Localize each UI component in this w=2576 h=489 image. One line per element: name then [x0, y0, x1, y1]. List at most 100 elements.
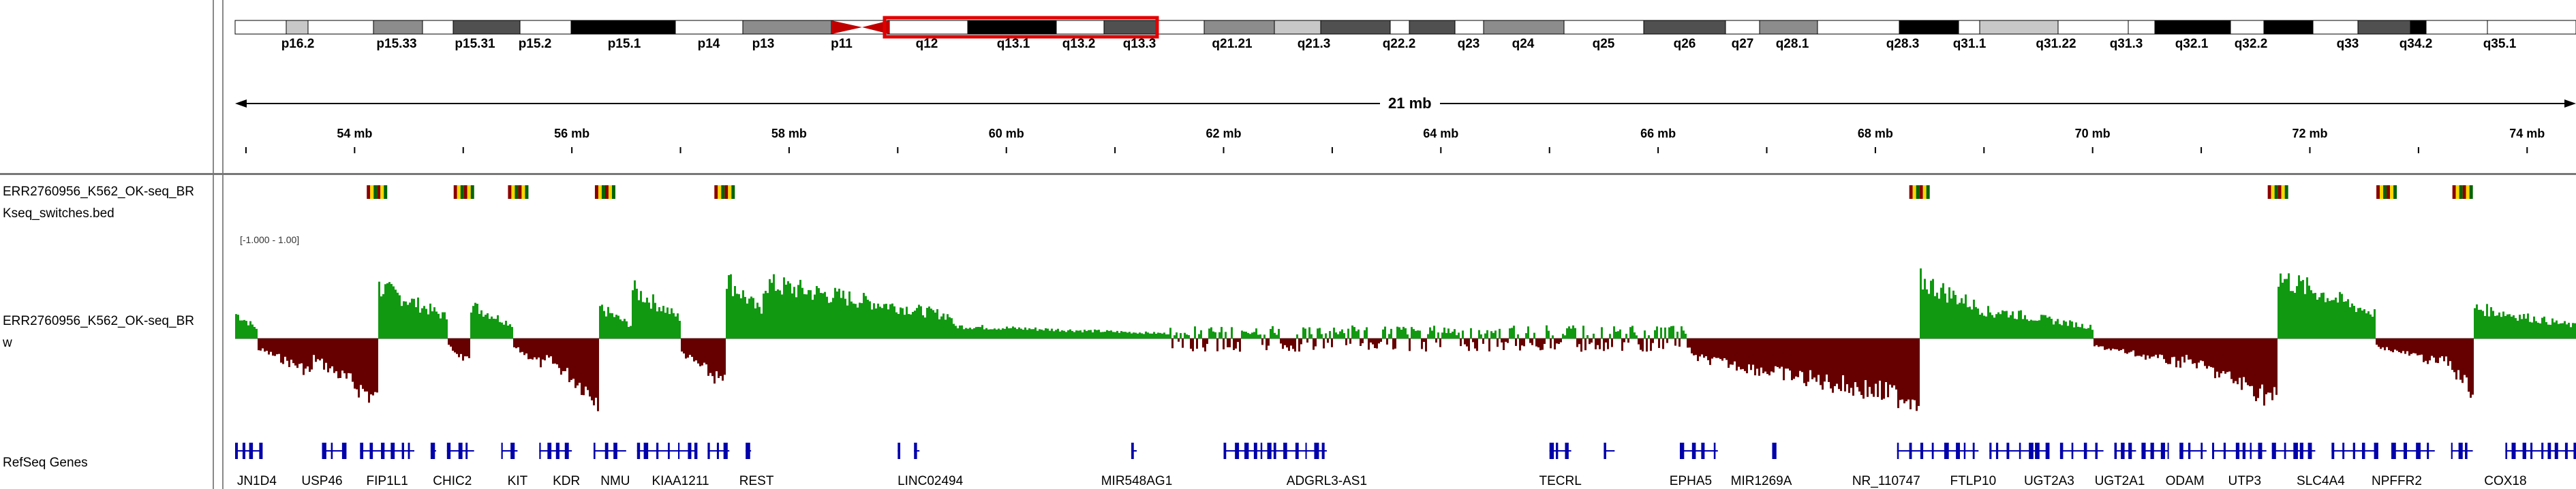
signal-bar [1184, 332, 1186, 338]
refseq-genes-track[interactable] [0, 440, 2576, 467]
gene-label[interactable]: UGT2A1 [2094, 474, 2145, 488]
signal-bar [2449, 338, 2451, 362]
signal-bar [779, 290, 781, 338]
signal-bar [634, 280, 636, 338]
signal-bar [444, 312, 446, 338]
signal-bar [570, 338, 572, 380]
bigwig-track-name[interactable]: ERR2760956_K562_OK-seq_BR w [3, 313, 194, 351]
name-panel-divider[interactable] [213, 0, 214, 489]
signal-bar [1842, 338, 1844, 375]
gene-feature [2059, 443, 2104, 459]
signal-bar [959, 325, 961, 338]
gene-label[interactable]: MIR548AG1 [1101, 474, 1173, 488]
signal-bar [335, 338, 337, 372]
gene-label[interactable]: FIP1L1 [366, 474, 408, 488]
gene-label[interactable]: EPHA5 [1669, 474, 1713, 488]
signal-bar [491, 316, 493, 338]
bigwig-track[interactable] [0, 252, 2576, 429]
bed-track[interactable] [0, 183, 2576, 210]
signal-bar [1247, 332, 1249, 338]
bed-track-name-line1: ERR2760956_K562_OK-seq_BR [3, 185, 194, 199]
signal-bar [341, 338, 343, 371]
signal-bar [1544, 338, 1546, 344]
signal-bar [566, 338, 568, 368]
signal-bar [2247, 338, 2249, 385]
ruler[interactable] [0, 92, 2576, 153]
gene-label[interactable]: USP46 [301, 474, 343, 488]
signal-bar [1411, 327, 1413, 338]
signal-bar [2502, 311, 2504, 338]
signal-bar [2012, 311, 2014, 338]
signal-bar [748, 298, 750, 338]
signal-bar [1744, 338, 1746, 371]
signal-bar [1603, 338, 1605, 351]
ruler-tick-label: 62 mb [1206, 127, 1242, 140]
signal-bar [630, 326, 632, 338]
signal-bar [985, 328, 987, 338]
signal-bar [2087, 328, 2089, 338]
signal-bar [1799, 338, 1801, 371]
signal-bar [763, 294, 765, 338]
signal-bar [814, 294, 816, 338]
gene-label[interactable]: MIR1269A [1730, 474, 1792, 488]
gene-label[interactable]: JN1D4 [236, 474, 277, 488]
signal-bar [493, 318, 495, 338]
signal-bar [726, 289, 728, 338]
signal-bar [732, 296, 734, 338]
signal-bar [1145, 331, 1147, 338]
gene-label[interactable]: NPFFR2 [2372, 474, 2422, 488]
data-panel-divider[interactable] [222, 0, 224, 489]
signal-bar [1253, 332, 1255, 338]
gene-label[interactable]: REST [739, 474, 774, 488]
signal-bar [810, 290, 812, 338]
signal-bar [1961, 298, 1963, 338]
gene-label[interactable]: KIAA1211 [651, 474, 709, 488]
gene-feature [2391, 443, 2435, 459]
gene-label[interactable]: LINC02494 [898, 474, 964, 488]
signal-bar [2085, 328, 2087, 338]
gene-label[interactable]: KIT [507, 474, 528, 488]
gene-label[interactable]: ADGRL3-AS1 [1286, 474, 1368, 488]
gene-label[interactable]: NMU [600, 474, 630, 488]
signal-bar [2116, 338, 2118, 350]
signal-bar [1492, 332, 1494, 338]
ideogram-band [1958, 20, 1980, 35]
signal-bar [1515, 338, 1517, 346]
signal-bar [873, 303, 875, 338]
switch-feature [508, 185, 529, 199]
signal-bar [1221, 327, 1223, 338]
signal-bar [1353, 327, 1355, 338]
signal-bar [1315, 338, 1317, 347]
signal-bar [1621, 338, 1623, 351]
signal-bar [1159, 332, 1161, 338]
signal-bar [1157, 332, 1159, 338]
bed-track-name[interactable]: ERR2760956_K562_OK-seq_BR Kseq_switches.… [3, 184, 194, 222]
signal-bar [750, 296, 752, 338]
signal-bar [513, 338, 515, 347]
signal-bar [2316, 300, 2318, 338]
gene-label[interactable]: SLC4A4 [2297, 474, 2345, 488]
gene-label[interactable]: FTLP10 [1950, 474, 1997, 488]
genes-track-name[interactable]: RefSeq Genes [3, 456, 88, 470]
signal-bar [932, 310, 934, 338]
signal-bar [973, 328, 975, 338]
signal-bar [699, 338, 701, 366]
signal-bar [1339, 331, 1341, 338]
chromosome-ideogram[interactable] [0, 14, 2576, 54]
gene-label[interactable]: UGT2A3 [2023, 474, 2074, 488]
signal-bar [2141, 338, 2143, 357]
signal-bar [2173, 338, 2175, 357]
gene-label[interactable]: UTP3 [2228, 474, 2262, 488]
gene-label[interactable]: ODAM [2165, 474, 2205, 488]
signal-bar [423, 306, 425, 338]
gene-label[interactable]: CHIC2 [433, 474, 472, 488]
signal-bar [378, 281, 380, 338]
gene-feature [2179, 443, 2207, 459]
signal-bar [961, 325, 963, 338]
gene-label[interactable]: KDR [553, 474, 581, 488]
signal-bar [2055, 321, 2057, 338]
gene-label[interactable]: COX18 [2484, 474, 2527, 488]
gene-label[interactable]: NR_110747 [1852, 474, 1920, 488]
gene-label[interactable]: TECRL [1539, 474, 1582, 488]
signal-bar [1014, 327, 1016, 338]
